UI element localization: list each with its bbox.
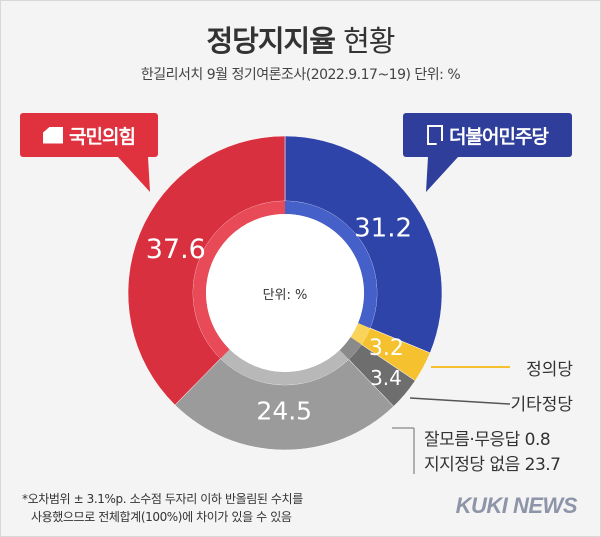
slice-value-label: 3.2: [369, 336, 404, 361]
donut-slice-inner: [285, 201, 377, 329]
party-label-dpk-text: 더불어민주당: [449, 125, 549, 148]
party-label-dpk: 더불어민주당: [403, 113, 572, 157]
value-labels: 31.2 3.2 3.4 24.5 37.6: [146, 213, 412, 425]
ppp-logo-icon: [43, 126, 64, 144]
callout-none-line1: 잘모름·무응답 0.8: [424, 430, 550, 450]
donut-slice-inner: [350, 323, 371, 345]
center-label: 단위: %: [263, 288, 308, 303]
chart-subtitle: 한길리서치 9월 정기여론조사(2022.9.17~19) 단위: %: [140, 67, 461, 83]
title-bold: 정당지지율: [206, 24, 336, 58]
donut-slice-inner: [220, 349, 349, 386]
brand-logo: KUKI NEWS: [455, 493, 578, 518]
party-label-ppp: 국민의힘: [20, 113, 158, 157]
dpk-pointer: [426, 157, 458, 192]
callout-none-line2: 지지정당 없음 23.7: [424, 455, 561, 475]
slice-value-label: 31.2: [354, 213, 412, 243]
chart-title: 정당지지율 현황: [0, 18, 601, 60]
slice-value-label: 24.5: [256, 397, 312, 426]
donut-slices: [127, 135, 443, 451]
slice-value-label: 37.6: [146, 234, 206, 265]
callout-justice: 정의당: [526, 360, 573, 380]
donut-hole: [206, 214, 364, 372]
callout-others: 기타정당: [510, 395, 573, 415]
ppp-pointer: [118, 157, 150, 192]
dpk-logo-icon: [427, 125, 444, 145]
donut-slice-inner: [193, 201, 285, 359]
donut-slice-inner: [339, 337, 362, 360]
others-leader: [409, 397, 511, 405]
title-rest: 현황: [343, 24, 395, 58]
footnote-line2: 사용했으므로 전체합계(100%)에 차이가 있을 수 있음: [31, 510, 292, 524]
footnote: *오차범위 ± 3.1%p. 소수점 두자리 이하 반올림된 수치를 사용했으므…: [22, 490, 303, 526]
slice-value-label: 3.4: [370, 366, 402, 390]
party-label-ppp-text: 국민의힘: [69, 125, 136, 148]
footnote-line1: *오차범위 ± 3.1%p. 소수점 두자리 이하 반올림된 수치를: [22, 492, 303, 506]
